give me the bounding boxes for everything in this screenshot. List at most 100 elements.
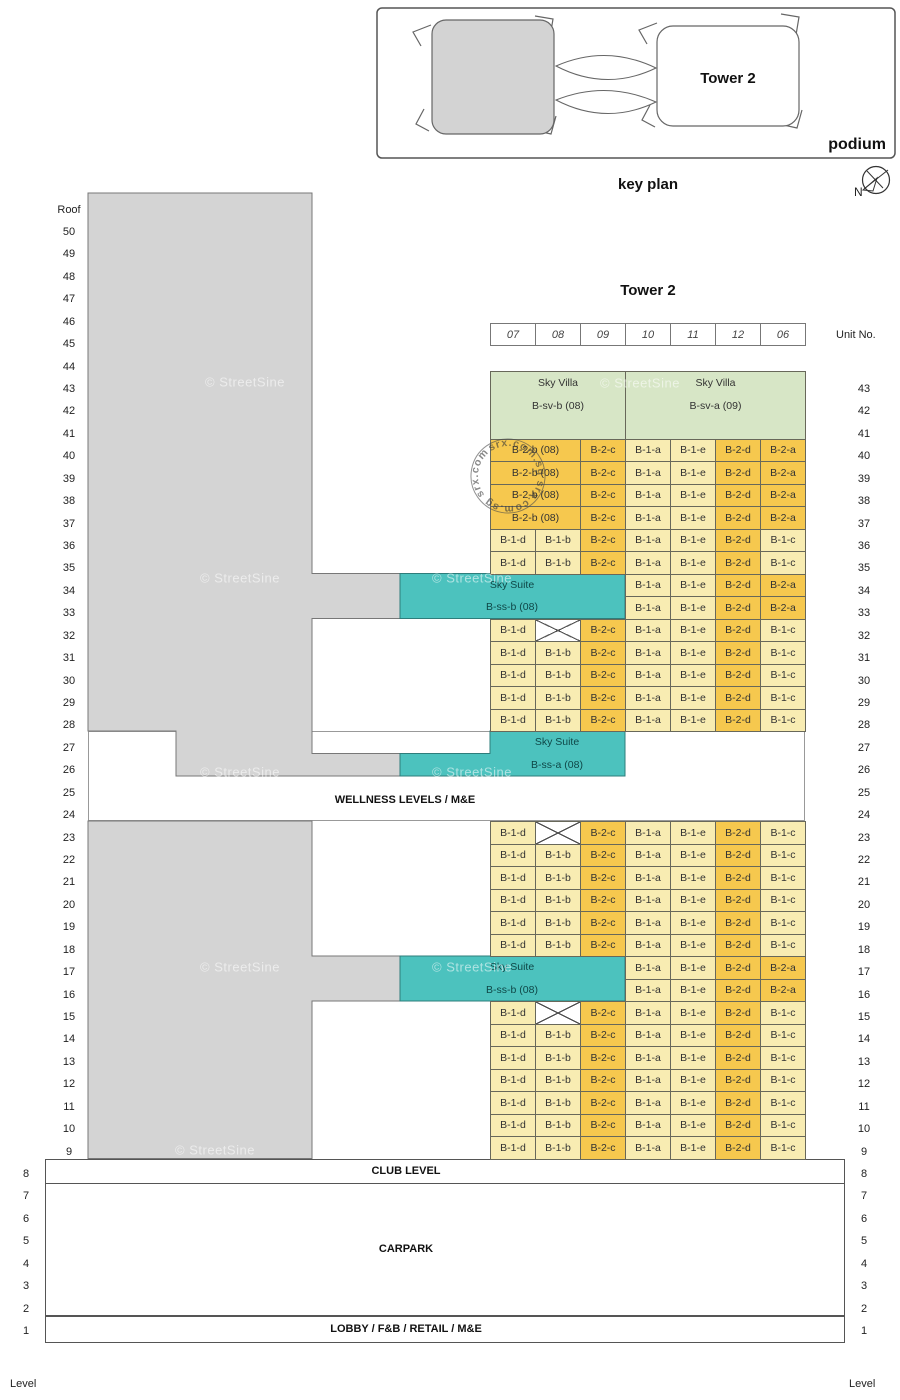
unit-cell: B-2-a: [760, 461, 806, 485]
unit-cell: B-1-d: [490, 1136, 536, 1160]
unit-cell: B-1-c: [760, 641, 806, 665]
level-label-left: 27: [62, 741, 76, 754]
unit-cell: B-1-e: [670, 1091, 716, 1115]
unit-cell: B-2-c: [580, 1091, 626, 1115]
unit-cell: B-1-a: [625, 821, 671, 845]
unit-cell: B-1-e: [670, 641, 716, 665]
level-label-right: 25: [857, 786, 871, 799]
unit-cell: B-1-c: [760, 1023, 806, 1047]
level-label-left: 5: [22, 1235, 30, 1248]
link-lens-lower: [554, 89, 658, 114]
unit-cell: B-1-a: [625, 1091, 671, 1115]
unit-cell: B-2-c: [580, 1136, 626, 1160]
unit-cell: B-1-e: [670, 663, 716, 687]
unit-cell: B-1-d: [490, 843, 536, 867]
level-label-right: 37: [857, 517, 871, 530]
level-label-right: 30: [857, 674, 871, 687]
level-label-left: 35: [62, 562, 76, 575]
unit-cell: B-1-b: [535, 708, 581, 732]
unit-cell: B-1-b: [535, 888, 581, 912]
unit-cell: B-1-a: [625, 596, 671, 620]
unit-cell: B-1-d: [490, 911, 536, 935]
unit-cell: B-1-c: [760, 663, 806, 687]
tower-massing-upper: [87, 192, 401, 777]
level-label-left: 41: [62, 427, 76, 440]
level-label-left: 11: [63, 1100, 75, 1113]
unit-cell: B-2-d: [715, 663, 761, 687]
unit-cell: B-1-c: [760, 866, 806, 890]
level-label-right: 35: [857, 562, 871, 575]
level-label-left: 26: [62, 764, 76, 777]
unit-cell: B-2-d: [715, 1091, 761, 1115]
unit-cell: B-2-d: [715, 686, 761, 710]
unit-cell: B-2-c: [580, 1068, 626, 1092]
level-label-left: 25: [62, 786, 76, 799]
unit-number-header: 11: [670, 323, 716, 346]
sky-suite-upper-type: B-ss-b (08): [486, 601, 538, 613]
unit-cell: B-2-d: [715, 573, 761, 597]
crossed-unit-cell: [535, 821, 581, 845]
level-label-left: 18: [62, 943, 76, 956]
unit-cell: B-2-d: [715, 978, 761, 1002]
unit-number-header: 07: [490, 323, 536, 346]
unit-cell: B-1-a: [625, 1023, 671, 1047]
unit-cell: B-1-b: [535, 933, 581, 957]
sky-villa-b-cell: Sky Villa B-sv-b (08): [490, 371, 626, 440]
wellness-label: WELLNESS LEVELS / M&E: [334, 794, 476, 806]
unit-cell: B-1-d: [490, 551, 536, 575]
streetsine-watermark: © StreetSine: [432, 959, 512, 975]
streetsine-watermark: © StreetSine: [175, 1142, 255, 1158]
level-label-right: 21: [857, 876, 871, 889]
unit-cell: B-2-c: [580, 1001, 626, 1025]
unit-cell: B-2-c: [580, 663, 626, 687]
streetsine-watermark: © StreetSine: [200, 570, 280, 586]
unit-cell: B-1-d: [490, 888, 536, 912]
level-label-left: 39: [62, 472, 76, 485]
unit-cell: B-1-e: [670, 686, 716, 710]
unit-cell: B-1-b: [535, 551, 581, 575]
unit-cell: B-2-a: [760, 573, 806, 597]
level-label-left: 17: [62, 966, 76, 979]
unit-cell: B-1-c: [760, 551, 806, 575]
unit-cell: B-2-a: [760, 438, 806, 462]
unit-cell: B-2-d: [715, 933, 761, 957]
unit-cell: B-1-b: [535, 843, 581, 867]
club-level-label: CLUB LEVEL: [371, 1164, 441, 1177]
tower2-footprint: [638, 13, 803, 129]
unit-cell: B-2-a: [760, 483, 806, 507]
level-label-left: 44: [62, 360, 76, 373]
unit-cell: B-1-d: [490, 1023, 536, 1047]
level-label-right: 31: [857, 652, 871, 665]
unit-cell: B-1-e: [670, 933, 716, 957]
tower1-footprint: [412, 15, 557, 135]
unit-cell: B-1-d: [490, 618, 536, 642]
unit-cell: B-1-e: [670, 618, 716, 642]
north-label: N: [854, 185, 863, 199]
unit-cell: B-1-d: [490, 866, 536, 890]
unit-number-header: 09: [580, 323, 626, 346]
unit-cell: B-1-b: [535, 1046, 581, 1070]
unit-cell: B-2-c: [580, 528, 626, 552]
level-label-left: 7: [22, 1190, 30, 1203]
unit-cell: B-2-d: [715, 1068, 761, 1092]
unit-cell: B-2-a: [760, 956, 806, 980]
unit-cell: B-2-c: [580, 1046, 626, 1070]
level-label-right: 29: [857, 696, 871, 709]
level-label-left: 29: [62, 696, 76, 709]
level-label-right: 16: [857, 988, 871, 1001]
unit-cell: B-1-d: [490, 686, 536, 710]
level-label-left: 32: [62, 629, 76, 642]
unit-cell: B-1-a: [625, 483, 671, 507]
level-label-right: 12: [857, 1078, 871, 1091]
unit-cell: B-1-e: [670, 596, 716, 620]
key-plan-caption: key plan: [617, 176, 679, 193]
unit-cell: B-1-c: [760, 1091, 806, 1115]
streetsine-watermark: © StreetSine: [432, 764, 512, 780]
lobby-box: [45, 1316, 845, 1343]
unit-cell: B-1-a: [625, 888, 671, 912]
streetsine-watermark: © StreetSine: [200, 764, 280, 780]
level-label-right: 20: [857, 898, 871, 911]
unit-cell: B-2-b (08): [490, 461, 581, 485]
unit-cell: B-1-e: [670, 1136, 716, 1160]
unit-cell: B-1-b: [535, 1113, 581, 1137]
